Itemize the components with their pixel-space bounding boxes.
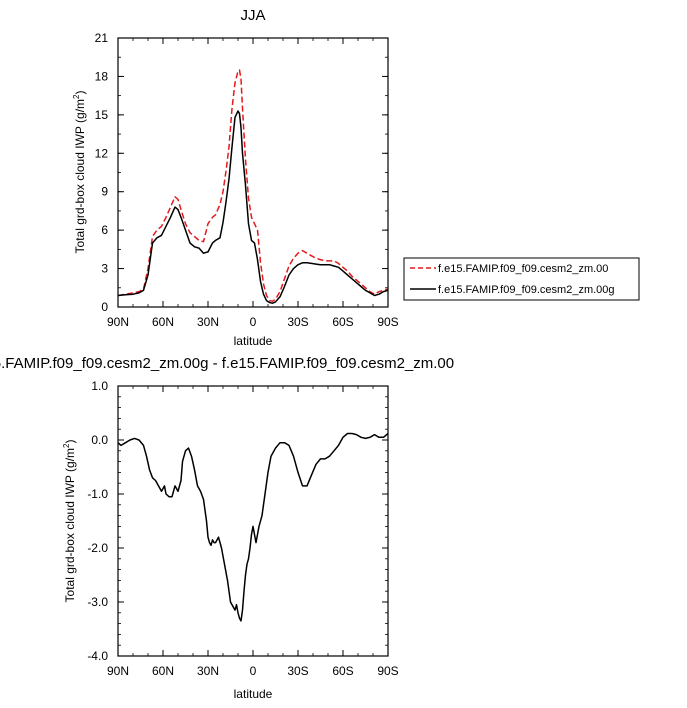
bottom-chart: .e15.FAMIP.f09_f09.cesm2_zm.00g - f.e15.…: [0, 355, 454, 701]
top-y-tick-label: 18: [95, 69, 109, 83]
bottom-chart-ylabel-main: Total grd-box cloud IWP (g/m: [63, 448, 77, 603]
bottom-y-tick-label: -3.0: [87, 595, 108, 609]
top-x-tick-label: 0: [250, 315, 257, 329]
bottom-chart-ylabel: Total grd-box cloud IWP (g/m2): [62, 440, 77, 603]
bottom-chart-series: [117, 432, 389, 622]
top-chart: JJA 90N 60N 30N 0 30S 60S 90S 0 3 6 9 12 15 18 21 lati…: [72, 7, 640, 348]
legend-box: [403, 257, 640, 301]
top-y-tick-label: 3: [101, 262, 108, 276]
top-x-tick-label: 30N: [197, 315, 219, 329]
legend-label-series-1: f.e15.FAMIP.f09_f09.cesm2_zm.00: [438, 263, 608, 275]
bottom-y-tick-label: -4.0: [87, 649, 108, 663]
top-x-tick-label: 30S: [287, 315, 308, 329]
top-chart-ylabel-sup: 2: [72, 94, 81, 99]
top-chart-ylabel-close: ): [73, 91, 87, 95]
top-series-line-1: [117, 69, 389, 302]
top-y-tick-label: 6: [101, 223, 108, 237]
bottom-y-tick-label: -2.0: [87, 541, 108, 555]
top-y-tick-label: 0: [101, 300, 108, 314]
bottom-x-tick-label: 60S: [332, 664, 353, 678]
top-chart-ylabel-main: Total grd-box cloud IWP (g/m: [73, 99, 87, 254]
top-x-tick-label: 60N: [152, 315, 174, 329]
bottom-x-tick-label: 0: [250, 664, 257, 678]
bottom-chart-xlabel: latitude: [234, 687, 273, 701]
top-chart-ylabel: Total grd-box cloud IWP (g/m2): [72, 91, 87, 254]
top-x-tick-label: 90N: [107, 315, 129, 329]
bottom-series-line-1: [117, 432, 389, 622]
top-chart-legend: f.e15.FAMIP.f09_f09.cesm2_zm.00 f.e15.FA…: [403, 257, 640, 301]
bottom-x-tick-label: 90N: [107, 664, 129, 678]
bottom-x-tick-label: 30S: [287, 664, 308, 678]
top-chart-series: [117, 69, 389, 304]
top-series-line-2: [117, 110, 389, 304]
bottom-x-tick-label: 90S: [377, 664, 398, 678]
bottom-y-tick-label: -1.0: [87, 487, 108, 501]
bottom-y-tick-label: 1.0: [91, 379, 108, 393]
top-x-tick-label: 90S: [377, 315, 398, 329]
bottom-chart-ylabel-sup: 2: [62, 443, 71, 448]
top-y-tick-label: 9: [101, 185, 108, 199]
bottom-x-tick-label: 60N: [152, 664, 174, 678]
top-chart-title: JJA: [240, 7, 265, 24]
bottom-y-tick-label: 0.0: [91, 433, 108, 447]
top-y-tick-label: 15: [95, 108, 109, 122]
top-chart-xlabel: latitude: [234, 334, 273, 348]
top-chart-frame: [117, 37, 389, 308]
top-x-tick-label: 60S: [332, 315, 353, 329]
legend-label-series-2: f.e15.FAMIP.f09_f09.cesm2_zm.00g: [438, 284, 615, 296]
bottom-chart-title: .e15.FAMIP.f09_f09.cesm2_zm.00g - f.e15.…: [0, 355, 454, 372]
top-y-tick-label: 12: [95, 146, 109, 160]
top-y-tick-label: 21: [95, 31, 109, 45]
bottom-x-tick-label: 30N: [197, 664, 219, 678]
bottom-chart-ylabel-close: ): [63, 440, 77, 444]
bottom-chart-frame: [117, 385, 389, 657]
